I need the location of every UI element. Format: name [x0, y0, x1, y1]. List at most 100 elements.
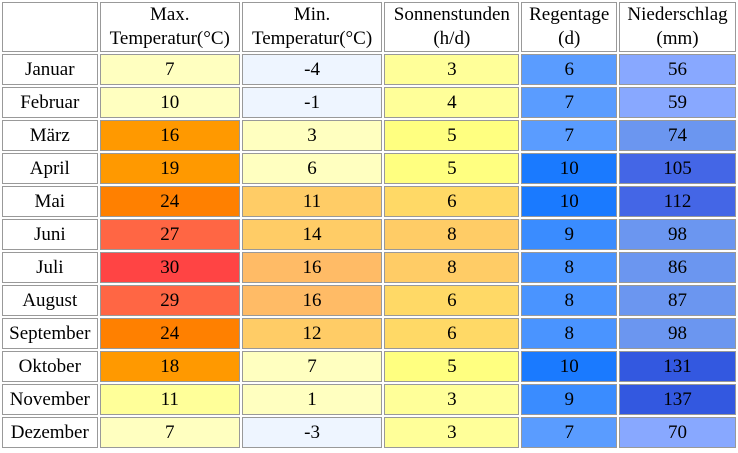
precipitation-cell: 87 — [619, 285, 736, 316]
month-cell: März — [2, 120, 98, 151]
rain-days-cell: 9 — [521, 219, 618, 250]
header-rain-days-line1: Regentage — [529, 4, 610, 25]
min-temp-cell: 1 — [241, 384, 383, 415]
min-temp-cell: -4 — [241, 54, 383, 85]
table-row: Mai 24 11 6 10 112 — [2, 186, 736, 217]
table-row: Februar 10 -1 4 7 59 — [2, 87, 736, 118]
max-temp-cell: 16 — [99, 120, 240, 151]
rain-days-cell: 6 — [521, 54, 618, 85]
precipitation-cell: 98 — [619, 219, 736, 250]
header-rain-days-line2: (d) — [558, 28, 581, 49]
sunshine-cell: 5 — [384, 120, 520, 151]
precipitation-cell: 105 — [619, 153, 736, 184]
precipitation-cell: 98 — [619, 318, 736, 349]
month-cell: August — [2, 285, 98, 316]
rain-days-cell: 7 — [521, 120, 618, 151]
rain-days-cell: 8 — [521, 318, 618, 349]
table-row: April 19 6 5 10 105 — [2, 153, 736, 184]
header-precipitation-line1: Niederschlag — [627, 4, 728, 25]
table-row: März 16 3 5 7 74 — [2, 120, 736, 151]
max-temp-cell: 18 — [99, 351, 240, 382]
precipitation-cell: 70 — [619, 417, 736, 448]
header-sunshine-line1: Sonnenstunden — [393, 4, 510, 25]
max-temp-cell: 30 — [99, 252, 240, 283]
min-temp-cell: 3 — [241, 120, 383, 151]
table-row: Oktober 18 7 5 10 131 — [2, 351, 736, 382]
rain-days-cell: 7 — [521, 87, 618, 118]
rain-days-cell: 10 — [521, 351, 618, 382]
header-sunshine-line2: (h/d) — [433, 28, 471, 49]
table-header: Max. Temperatur(°C) Min. Temperatur(°C) … — [2, 2, 736, 52]
month-cell: November — [2, 384, 98, 415]
precipitation-cell: 131 — [619, 351, 736, 382]
month-cell: Februar — [2, 87, 98, 118]
month-cell: April — [2, 153, 98, 184]
month-cell: Juni — [2, 219, 98, 250]
sunshine-cell: 3 — [384, 384, 520, 415]
precipitation-cell: 59 — [619, 87, 736, 118]
month-cell: Dezember — [2, 417, 98, 448]
min-temp-cell: 12 — [241, 318, 383, 349]
header-min-temp: Min. Temperatur(°C) — [241, 2, 383, 52]
header-rain-days: Regentage (d) — [521, 2, 618, 52]
table-row: Juni 27 14 8 9 98 — [2, 219, 736, 250]
table-row: August 29 16 6 8 87 — [2, 285, 736, 316]
table-row: November 11 1 3 9 137 — [2, 384, 736, 415]
month-cell: September — [2, 318, 98, 349]
header-corner-cell — [2, 2, 98, 52]
rain-days-cell: 9 — [521, 384, 618, 415]
month-cell: Januar — [2, 54, 98, 85]
header-min-temp-line1: Min. — [293, 4, 331, 25]
header-min-temp-line2: Temperatur(°C) — [251, 28, 373, 49]
max-temp-cell: 10 — [99, 87, 240, 118]
max-temp-cell: 29 — [99, 285, 240, 316]
sunshine-cell: 3 — [384, 417, 520, 448]
header-precipitation-line2: (mm) — [656, 28, 699, 49]
sunshine-cell: 4 — [384, 87, 520, 118]
precipitation-cell: 137 — [619, 384, 736, 415]
rain-days-cell: 8 — [521, 285, 618, 316]
min-temp-cell: 6 — [241, 153, 383, 184]
max-temp-cell: 7 — [99, 417, 240, 448]
min-temp-cell: 16 — [241, 285, 383, 316]
precipitation-cell: 86 — [619, 252, 736, 283]
max-temp-cell: 24 — [99, 186, 240, 217]
max-temp-cell: 24 — [99, 318, 240, 349]
sunshine-cell: 5 — [384, 153, 520, 184]
sunshine-cell: 6 — [384, 186, 520, 217]
month-cell: Oktober — [2, 351, 98, 382]
rain-days-cell: 10 — [521, 186, 618, 217]
month-cell: Mai — [2, 186, 98, 217]
table-row: Dezember 7 -3 3 7 70 — [2, 417, 736, 448]
sunshine-cell: 3 — [384, 54, 520, 85]
sunshine-cell: 5 — [384, 351, 520, 382]
sunshine-cell: 6 — [384, 318, 520, 349]
precipitation-cell: 74 — [619, 120, 736, 151]
header-max-temp-line1: Max. — [149, 4, 190, 25]
max-temp-cell: 7 — [99, 54, 240, 85]
min-temp-cell: 14 — [241, 219, 383, 250]
table-body: Januar 7 -4 3 6 56 Februar 10 -1 4 7 59 März 16 3 5 7 74 A… — [2, 54, 736, 448]
header-row: Max. Temperatur(°C) Min. Temperatur(°C) … — [2, 2, 736, 52]
precipitation-cell: 112 — [619, 186, 736, 217]
table-row: Juli 30 16 8 8 86 — [2, 252, 736, 283]
min-temp-cell: 16 — [241, 252, 383, 283]
max-temp-cell: 27 — [99, 219, 240, 250]
header-precipitation: Niederschlag (mm) — [619, 2, 736, 52]
precipitation-cell: 56 — [619, 54, 736, 85]
min-temp-cell: 11 — [241, 186, 383, 217]
sunshine-cell: 8 — [384, 219, 520, 250]
header-sunshine: Sonnenstunden (h/d) — [384, 2, 520, 52]
min-temp-cell: 7 — [241, 351, 383, 382]
rain-days-cell: 10 — [521, 153, 618, 184]
min-temp-cell: -3 — [241, 417, 383, 448]
max-temp-cell: 19 — [99, 153, 240, 184]
rain-days-cell: 7 — [521, 417, 618, 448]
sunshine-cell: 8 — [384, 252, 520, 283]
header-max-temp-line2: Temperatur(°C) — [109, 28, 230, 49]
header-max-temp: Max. Temperatur(°C) — [99, 2, 240, 52]
table-row: September 24 12 6 8 98 — [2, 318, 736, 349]
sunshine-cell: 6 — [384, 285, 520, 316]
rain-days-cell: 8 — [521, 252, 618, 283]
